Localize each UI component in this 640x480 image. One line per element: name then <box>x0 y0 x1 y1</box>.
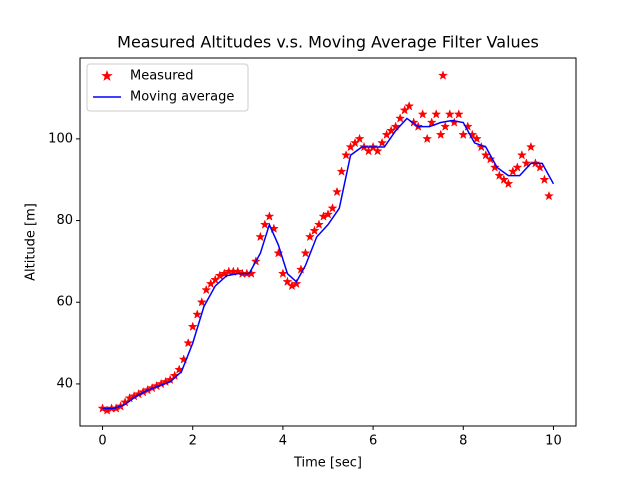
x-tick-label: 10 <box>545 434 562 449</box>
marker <box>336 166 347 176</box>
legend-label: Moving average <box>130 90 234 105</box>
marker <box>404 100 415 111</box>
marker <box>422 133 433 144</box>
marker <box>453 109 464 119</box>
marker <box>390 121 401 131</box>
legend-marker <box>101 69 113 81</box>
marker <box>395 113 406 123</box>
line <box>102 117 555 410</box>
marker <box>489 162 500 172</box>
marker <box>458 129 469 140</box>
marker <box>516 149 527 160</box>
marker <box>300 247 311 258</box>
y-tick-label: 60 <box>56 295 73 310</box>
marker <box>539 174 550 184</box>
marker <box>264 211 275 221</box>
marker <box>543 190 554 201</box>
marker <box>277 268 288 278</box>
marker <box>332 186 343 197</box>
x-axis-label: Time [sec] <box>293 456 362 471</box>
x-tick-label: 0 <box>98 434 106 449</box>
marker <box>246 268 257 278</box>
marker <box>196 296 207 307</box>
marker <box>372 145 383 156</box>
y-tick-label: 100 <box>48 131 73 146</box>
marker <box>309 225 320 236</box>
marker <box>437 70 448 80</box>
y-axis-label: Altitude [m] <box>24 203 39 281</box>
marker <box>431 109 442 119</box>
marker <box>192 309 203 319</box>
marker <box>354 133 365 144</box>
plot-area <box>97 70 555 415</box>
marker <box>494 170 505 180</box>
marker <box>444 109 455 119</box>
y-tick-label: 40 <box>56 376 73 391</box>
marker <box>471 133 482 144</box>
marker <box>512 162 523 172</box>
marker <box>291 278 302 289</box>
legend-label: Measured <box>130 69 194 84</box>
marker <box>259 219 270 229</box>
marker <box>525 141 536 152</box>
marker <box>426 117 437 127</box>
x-tick-label: 2 <box>189 434 197 449</box>
marker <box>435 129 446 140</box>
chart-title: Measured Altitudes v.s. Moving Average F… <box>117 33 539 52</box>
x-tick-label: 6 <box>369 434 377 449</box>
marker <box>201 284 212 295</box>
x-tick-label: 8 <box>459 434 467 449</box>
marker <box>498 174 509 184</box>
x-tick-label: 4 <box>279 434 287 449</box>
marker <box>327 203 338 213</box>
marker <box>282 276 293 287</box>
legend-box <box>86 63 249 112</box>
marker <box>440 121 451 131</box>
marker <box>377 137 388 148</box>
marker <box>417 109 428 119</box>
marker <box>521 158 532 168</box>
marker <box>304 231 315 242</box>
marker <box>255 231 266 242</box>
marker <box>341 149 352 160</box>
y-tick-label: 80 <box>56 213 73 228</box>
marker <box>187 321 198 332</box>
marker <box>476 141 487 152</box>
axes-frame <box>79 57 577 427</box>
marker <box>273 247 284 258</box>
marker <box>313 219 324 229</box>
marker <box>183 337 194 348</box>
marker <box>322 209 334 219</box>
marker <box>485 154 496 164</box>
marker <box>503 178 514 189</box>
